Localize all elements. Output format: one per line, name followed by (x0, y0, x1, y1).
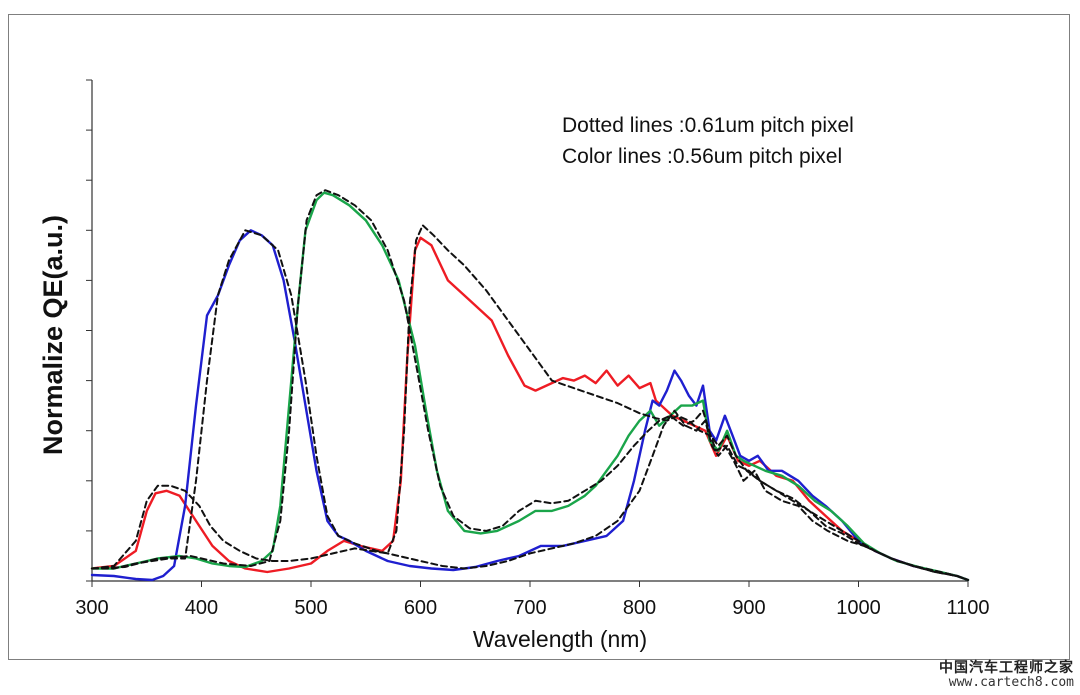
x-tick-label: 1000 (836, 597, 881, 619)
series-layer (90, 189, 970, 582)
watermark: 中国汽车工程师之家 www.cartech8.com (939, 660, 1074, 691)
chart-frame (8, 14, 1070, 660)
x-tick-label: 300 (75, 597, 108, 619)
y-axis-label: Normalize QE(a.u.) (38, 215, 68, 455)
watermark-chinese-text: 中国汽车工程师之家 (939, 659, 1074, 676)
y-axis-ticks (86, 79, 92, 582)
x-axis-label: Wavelength (nm) (473, 626, 647, 652)
x-tick-label: 500 (294, 597, 327, 619)
x-tick-label: 1100 (946, 597, 989, 619)
annotation-dotted-lines: Dotted lines :0.61um pitch pixel (562, 114, 854, 137)
x-tick-label: 700 (513, 597, 546, 619)
black-dotted-qe-line-6 (91, 189, 969, 581)
x-tick-label: 900 (732, 597, 765, 619)
x-tick-label: 600 (404, 597, 437, 619)
x-tick-label: 800 (623, 597, 656, 619)
annotation-color-lines: Color lines :0.56um pitch pixel (562, 145, 842, 168)
x-axis-ticks: 300 400 500 600 700 800 900 1000 1100 (75, 581, 990, 619)
black-dotted-qe-line-4 (91, 224, 969, 581)
watermark-url: www.cartech8.com (948, 675, 1074, 691)
x-tick-label: 400 (185, 597, 218, 619)
green-solid-qe-line-3 (90, 191, 970, 582)
